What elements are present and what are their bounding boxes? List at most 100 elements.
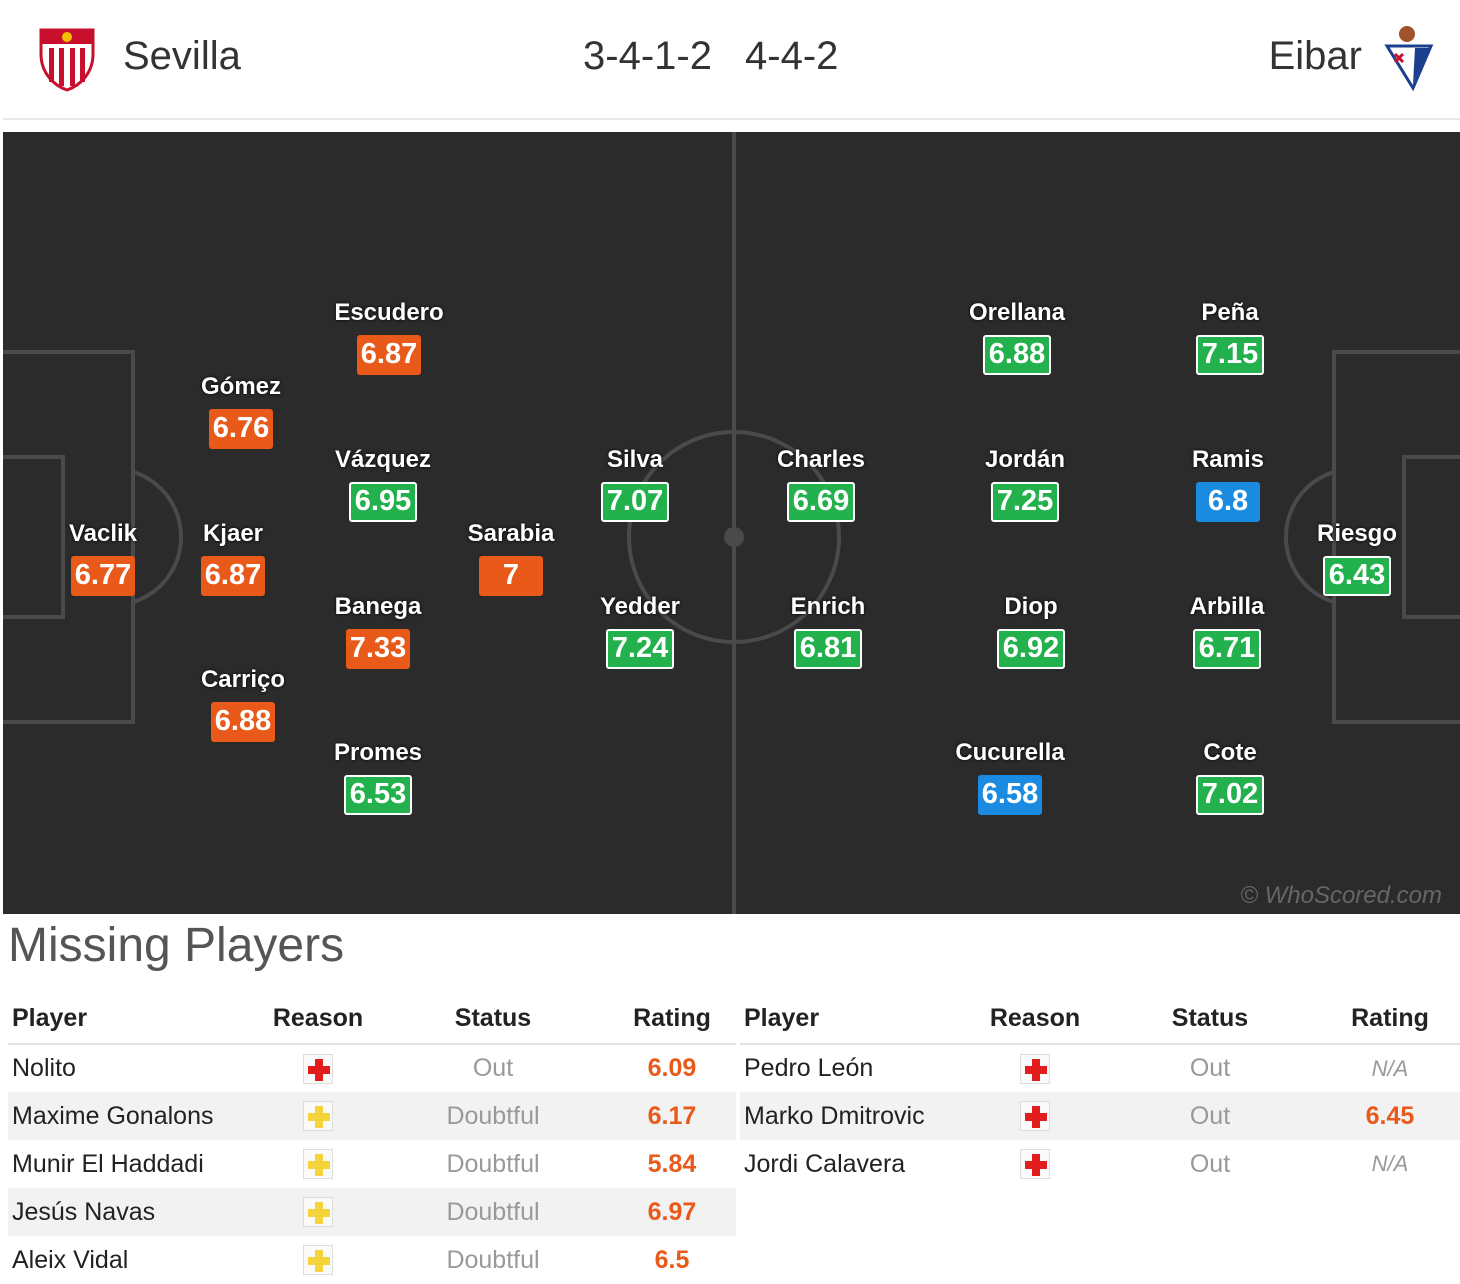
player-name: Cote <box>1203 739 1257 766</box>
rating-cell: 6.45 <box>1320 1092 1460 1140</box>
reason-cell <box>970 1092 1100 1140</box>
player-kjaer[interactable]: Kjaer 6.87 <box>153 520 313 596</box>
player-vazquez[interactable]: Vázquez 6.95 <box>303 446 463 522</box>
player-gomez[interactable]: Gómez 6.76 <box>161 373 321 449</box>
player-cote[interactable]: Cote 7.02 <box>1150 739 1310 815</box>
player-name: Diop <box>1004 593 1058 620</box>
player-name: Ramis <box>1191 446 1265 473</box>
doubtful-icon[interactable] <box>303 1197 333 1228</box>
pitch-markings <box>3 132 1460 914</box>
player-pena[interactable]: Peña 7.15 <box>1150 299 1310 375</box>
home-formation: 3-4-1-2 <box>583 34 712 78</box>
doubtful-icon[interactable] <box>303 1101 333 1132</box>
doubtful-icon[interactable] <box>303 1245 333 1276</box>
status-cell: Doubtful <box>446 1149 540 1178</box>
player-charles[interactable]: Charles 6.69 <box>741 446 901 522</box>
away-team-name[interactable]: Eibar <box>1268 34 1362 78</box>
player-rating: 6.87 <box>356 335 422 375</box>
column-header-rating[interactable]: Rating <box>608 994 736 1045</box>
watermark: © WhoScored.com <box>1240 882 1442 909</box>
rating-cell: 6.09 <box>647 1054 697 1082</box>
player-link[interactable]: Marko Dmitrovic <box>740 1092 970 1140</box>
sevilla-crest-icon[interactable] <box>37 24 97 92</box>
player-rating: 6.76 <box>208 409 274 449</box>
player-riesgo[interactable]: Riesgo 6.43 <box>1277 520 1437 596</box>
player-arbilla[interactable]: Arbilla 6.71 <box>1147 593 1307 669</box>
player-link[interactable]: Jordi Calavera <box>744 1149 906 1178</box>
player-escudero[interactable]: Escudero 6.87 <box>309 299 469 375</box>
player-rating: 7.15 <box>1195 335 1265 375</box>
player-link[interactable]: Nolito <box>12 1054 76 1082</box>
status-cell: Out <box>472 1054 514 1082</box>
player-rating: 6.92 <box>996 629 1066 669</box>
player-name: Vázquez <box>334 446 432 473</box>
player-silva[interactable]: Silva 7.07 <box>555 446 715 522</box>
status-cell: Doubtful <box>446 1245 540 1274</box>
away-formation: 4-4-2 <box>745 34 839 78</box>
player-rating: 7.24 <box>605 629 675 669</box>
reason-cell <box>970 1044 1100 1092</box>
reason-cell <box>258 1236 378 1284</box>
player-link[interactable]: Jesús Navas <box>8 1188 258 1236</box>
player-rating: 7 <box>479 556 543 596</box>
table-row: Maxime Gonalons Doubtful 6.17 <box>8 1092 736 1140</box>
player-rating: 6.53 <box>343 775 413 815</box>
player-vaclik[interactable]: Vaclik 6.77 <box>23 520 183 596</box>
player-name: Sarabia <box>467 520 555 547</box>
rating-cell: N/A <box>1371 1055 1409 1081</box>
player-rating: 7.33 <box>345 629 411 669</box>
player-name: Banega <box>334 593 422 620</box>
eibar-crest-icon[interactable] <box>1379 24 1439 92</box>
player-orellana[interactable]: Orellana 6.88 <box>937 299 1097 375</box>
table-row: Jordi Calavera Out N/A <box>740 1140 1460 1188</box>
player-rating: 7.25 <box>990 482 1060 522</box>
player-name: Cucurella <box>955 739 1065 766</box>
player-jordan[interactable]: Jordán 7.25 <box>945 446 1105 522</box>
rating-cell: N/A <box>1371 1151 1409 1176</box>
home-team-name[interactable]: Sevilla <box>123 34 241 78</box>
player-link[interactable]: Pedro León <box>744 1054 874 1082</box>
player-name: Arbilla <box>1189 593 1265 620</box>
player-name: Charles <box>776 446 866 473</box>
injury-icon[interactable] <box>1020 1053 1050 1084</box>
column-header-status[interactable]: Status <box>378 994 608 1045</box>
player-ramis[interactable]: Ramis 6.8 <box>1148 446 1308 522</box>
reason-cell <box>970 1140 1100 1188</box>
injury-icon[interactable] <box>1020 1149 1050 1180</box>
player-yedder[interactable]: Yedder 7.24 <box>560 593 720 669</box>
player-carrico[interactable]: Carriço 6.88 <box>163 666 323 742</box>
player-link[interactable]: Munir El Haddadi <box>12 1149 204 1178</box>
table-row: Nolito Out 6.09 <box>8 1044 736 1092</box>
table-row: Munir El Haddadi Doubtful 5.84 <box>8 1140 736 1188</box>
pitch: Vaclik 6.77 Gómez 6.76 Kjaer 6.87 Carriç… <box>3 132 1460 914</box>
player-diop[interactable]: Diop 6.92 <box>951 593 1111 669</box>
player-banega[interactable]: Banega 7.33 <box>298 593 458 669</box>
column-header-status[interactable]: Status <box>1100 994 1320 1045</box>
player-link[interactable]: Maxime Gonalons <box>8 1092 258 1140</box>
column-header-player[interactable]: Player <box>740 994 970 1045</box>
rating-cell: 6.5 <box>654 1245 690 1274</box>
player-rating: 6.88 <box>982 335 1052 375</box>
player-rating: 6.81 <box>793 629 863 669</box>
column-header-rating[interactable]: Rating <box>1320 994 1460 1045</box>
player-name: Jordán <box>984 446 1065 473</box>
rating-cell: 6.97 <box>608 1188 736 1236</box>
away-missing-table: Player Reason Status Rating Pedro León O… <box>740 994 1460 1188</box>
player-name: Escudero <box>334 299 444 326</box>
player-sarabia[interactable]: Sarabia 7 <box>431 520 591 596</box>
player-cucurella[interactable]: Cucurella 6.58 <box>930 739 1090 815</box>
injury-icon[interactable] <box>1020 1101 1050 1132</box>
player-promes[interactable]: Promes 6.53 <box>298 739 458 815</box>
injury-icon[interactable] <box>303 1053 333 1084</box>
doubtful-icon[interactable] <box>303 1149 333 1180</box>
column-header-player[interactable]: Player <box>8 994 258 1045</box>
column-header-reason[interactable]: Reason <box>258 994 378 1045</box>
column-header-reason[interactable]: Reason <box>970 994 1100 1045</box>
reason-cell <box>258 1092 378 1140</box>
player-link[interactable]: Aleix Vidal <box>12 1245 129 1274</box>
player-name: Kjaer <box>202 520 264 547</box>
player-rating: 6.69 <box>786 482 856 522</box>
player-enrich[interactable]: Enrich 6.81 <box>748 593 908 669</box>
status-cell: Doubtful <box>378 1092 608 1140</box>
table-header-row: Player Reason Status Rating <box>740 994 1460 1045</box>
